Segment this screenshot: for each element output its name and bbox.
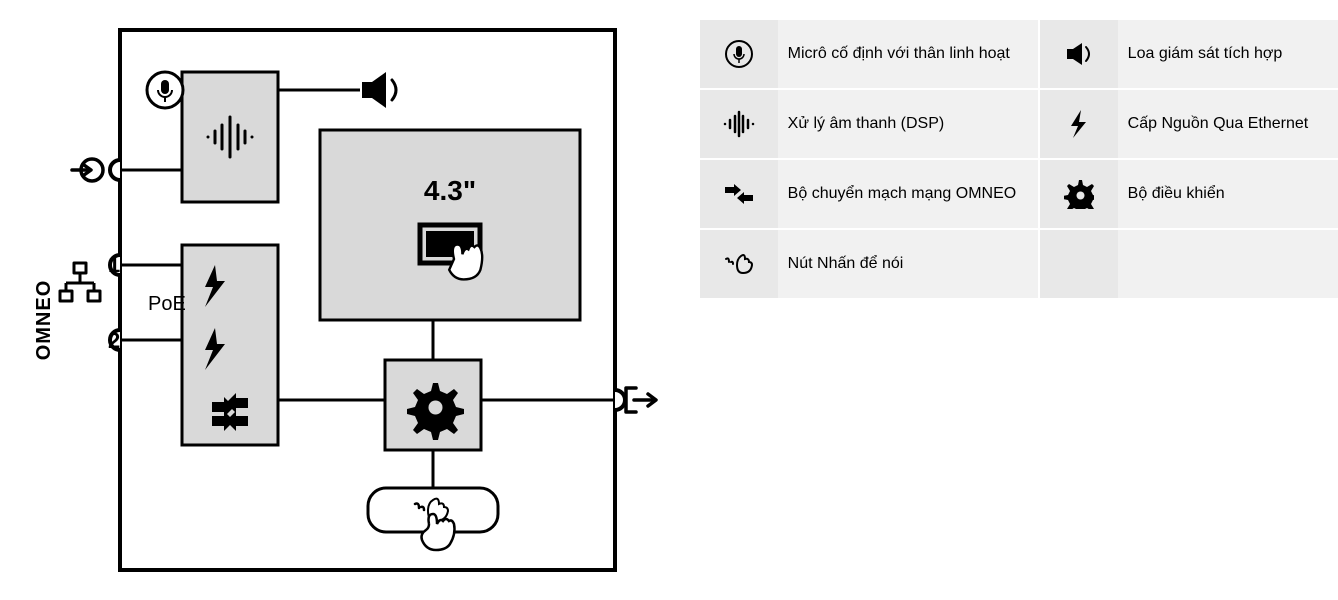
ptt-icon (723, 249, 755, 279)
legend-table: Micrô cố định với thân linh hoạt Loa giá… (700, 20, 1338, 580)
dsp-icon (722, 109, 756, 139)
legend-icon-cell (700, 20, 778, 90)
legend-icon-cell (700, 90, 778, 160)
legend-row: Bộ chuyển mạch mạng OMNEO Bộ điều khiển (700, 160, 1338, 230)
legend-row: Micrô cố định với thân linh hoạt Loa giá… (700, 20, 1338, 90)
mic-icon (724, 39, 754, 69)
legend-row: Xử lý âm thanh (DSP) Cấp Nguồn Qua Ether… (700, 90, 1338, 160)
legend-text: Bộ điều khiển (1118, 160, 1338, 230)
legend-text: Bộ chuyển mạch mạng OMNEO (778, 160, 1040, 230)
speaker-icon (1064, 39, 1094, 69)
gear-icon (407, 383, 464, 440)
omneo-label: OMNEO (33, 280, 55, 361)
switch-block (182, 245, 278, 445)
legend-row: Nút Nhấn để nói (700, 230, 1338, 300)
port-1-label: 1 (108, 252, 120, 277)
right-port (615, 390, 625, 410)
legend-icon-cell (1040, 160, 1118, 230)
legend-text: Xử lý âm thanh (DSP) (778, 90, 1040, 160)
input-icon (72, 159, 103, 181)
screen-size-label: 4.3" (424, 175, 476, 206)
legend-icon-cell (1040, 90, 1118, 160)
legend-text (1118, 230, 1338, 300)
power-icon (1067, 109, 1091, 139)
port-2-label: 2 (108, 328, 120, 353)
legend-icon-cell (700, 160, 778, 230)
legend-icon-cell (1040, 20, 1118, 90)
block-diagram: 4.3" (20, 20, 660, 580)
output-icon (626, 388, 656, 412)
legend-text: Nút Nhấn để nói (778, 230, 1040, 300)
gear-icon (1064, 179, 1094, 209)
legend-text: Micrô cố định với thân linh hoạt (778, 20, 1040, 90)
switch-icon (723, 179, 755, 209)
legend-icon-cell (700, 230, 778, 300)
legend-icon-cell (1040, 230, 1118, 300)
legend-text: Loa giám sát tích hợp (1118, 20, 1338, 90)
ethernet-icon (60, 263, 100, 301)
poe-label: PoE (148, 293, 186, 315)
legend-text: Cấp Nguồn Qua Ethernet (1118, 90, 1338, 160)
